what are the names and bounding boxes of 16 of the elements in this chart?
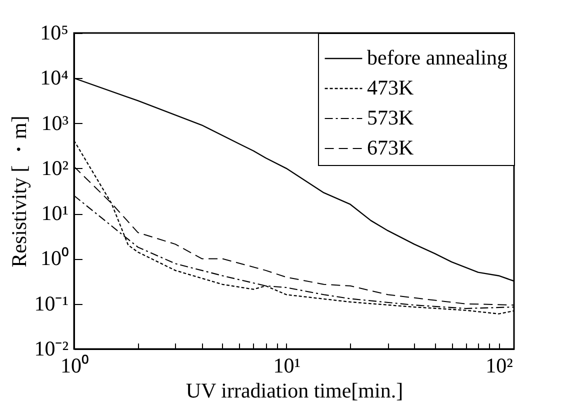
x-tick-label: 10¹ bbox=[273, 354, 301, 378]
y-tick-label: 10⁵ bbox=[40, 20, 68, 44]
x-tick-label: 10⁰ bbox=[60, 354, 88, 378]
y-axis-title: Resistivity [ ・m] bbox=[7, 116, 32, 268]
y-tick-label: 10³ bbox=[41, 110, 68, 135]
y-tick-label: 10⁴ bbox=[40, 66, 68, 90]
x-tick-label: 10² bbox=[486, 354, 513, 378]
legend-label: 673K bbox=[367, 136, 414, 160]
y-tick-label: 10² bbox=[41, 156, 68, 180]
legend-label: before annealing bbox=[367, 46, 508, 70]
y-tick-label: 10⁻¹ bbox=[34, 291, 68, 316]
legend-label: 573K bbox=[367, 106, 414, 130]
y-tick-label: 10⁰ bbox=[40, 246, 68, 270]
legend-label: 473K bbox=[367, 76, 414, 100]
y-tick-label: 10¹ bbox=[41, 201, 68, 226]
x-axis-title: UV irradiation time[min.] bbox=[186, 378, 404, 402]
